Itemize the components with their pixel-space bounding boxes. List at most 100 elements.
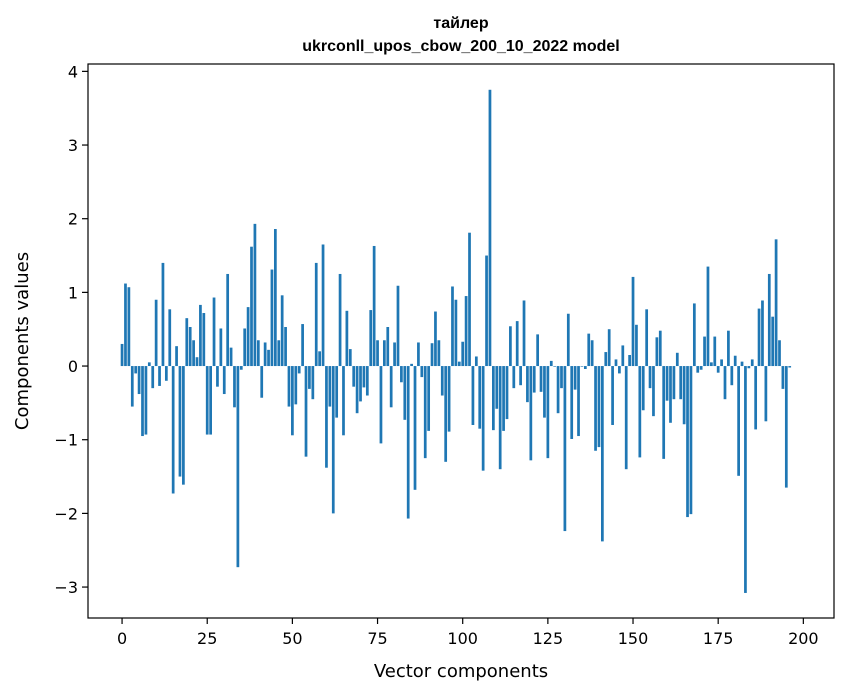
bar-189 — [764, 366, 768, 422]
bar-173 — [710, 362, 713, 367]
chart-title-line1: тайлер — [433, 15, 488, 32]
bar-146 — [618, 366, 621, 374]
bar-5 — [137, 366, 141, 395]
bar-21 — [192, 340, 195, 367]
bar-192 — [774, 239, 778, 367]
bar-153 — [641, 366, 645, 411]
bar-117 — [519, 366, 522, 386]
bar-10 — [154, 299, 158, 367]
bar-154 — [645, 309, 649, 367]
bar-140 — [597, 366, 601, 448]
bar-67 — [348, 349, 352, 367]
bar-31 — [226, 273, 230, 367]
bar-55 — [308, 366, 311, 389]
bar-135 — [580, 366, 584, 367]
bar-49 — [287, 366, 291, 407]
bar-33 — [233, 366, 236, 408]
bar-85 — [410, 363, 413, 367]
bar-51 — [294, 366, 298, 405]
bar-57 — [314, 262, 318, 367]
bar-106 — [481, 366, 485, 471]
bar-59 — [321, 244, 325, 367]
bar-162 — [672, 366, 676, 400]
bar-113 — [505, 366, 509, 420]
bar-76 — [379, 366, 383, 444]
bar-114 — [509, 326, 512, 367]
bar-151 — [635, 324, 638, 367]
bar-16 — [175, 346, 178, 367]
bar-193 — [778, 340, 781, 367]
x-axis-label: Vector components — [374, 661, 548, 682]
bar-28 — [216, 366, 219, 387]
bar-102 — [468, 232, 471, 367]
bar-169 — [696, 366, 700, 373]
bar-87 — [417, 342, 420, 367]
bar-191 — [771, 316, 775, 367]
x-tick-label: 125 — [533, 629, 564, 648]
bar-164 — [679, 366, 683, 400]
bar-96 — [447, 366, 451, 432]
bar-66 — [345, 310, 349, 367]
bar-120 — [529, 366, 533, 461]
y-tick-label: 0 — [68, 357, 78, 376]
bar-186 — [754, 366, 758, 430]
bar-19 — [185, 318, 189, 367]
bar-46 — [277, 340, 281, 367]
bar-25 — [205, 366, 209, 435]
x-tick-label: 150 — [618, 629, 649, 648]
bar-14 — [168, 309, 172, 367]
bar-45 — [273, 229, 277, 367]
y-tick-label: −1 — [54, 431, 78, 450]
bar-44 — [270, 269, 274, 367]
bar-139 — [594, 366, 597, 451]
bar-142 — [604, 352, 608, 367]
bar-8 — [147, 362, 151, 367]
bar-88 — [420, 366, 424, 378]
bar-161 — [669, 366, 672, 423]
bar-39 — [253, 223, 257, 367]
bar-172 — [706, 266, 710, 367]
bar-86 — [413, 366, 417, 490]
x-axis-ticks: 0 25 50 75 100 125 150 175 200 — [117, 618, 819, 648]
chart-title-line2: ukrconll_upos_cbow_200_10_2022 model — [302, 38, 619, 55]
bar-75 — [376, 340, 379, 367]
bar-138 — [590, 340, 594, 367]
x-tick-label: 0 — [117, 629, 127, 648]
bar-185 — [750, 359, 754, 367]
y-tick-label: 1 — [68, 283, 78, 302]
bar-136 — [583, 366, 587, 369]
bar-177 — [723, 366, 727, 400]
bar-111 — [498, 366, 502, 470]
bar-40 — [256, 340, 260, 367]
bar-148 — [624, 366, 628, 470]
bar-184 — [747, 366, 751, 369]
bar-95 — [444, 366, 448, 462]
bar-53 — [301, 324, 304, 367]
bar-187 — [757, 308, 761, 367]
bar-116 — [515, 321, 519, 367]
bar-79 — [389, 366, 393, 408]
bar-108 — [488, 89, 492, 367]
bar-11 — [158, 366, 161, 386]
bar-18 — [182, 366, 185, 485]
bar-160 — [665, 366, 669, 401]
bar-130 — [563, 366, 567, 532]
bar-157 — [655, 337, 659, 367]
bar-129 — [560, 366, 563, 389]
bar-188 — [761, 300, 764, 367]
plot-frame — [87, 63, 835, 619]
bar-41 — [260, 366, 264, 398]
bar-64 — [338, 273, 342, 367]
bar-133 — [573, 366, 577, 390]
bar-15 — [171, 366, 175, 494]
bar-127 — [553, 366, 557, 367]
bar-54 — [304, 366, 308, 457]
bar-167 — [689, 366, 693, 515]
y-tick-label: 4 — [68, 62, 78, 81]
y-axis-label: Components values — [12, 252, 33, 430]
y-tick-label: 3 — [68, 136, 78, 155]
bar-97 — [451, 286, 454, 367]
bar-145 — [614, 359, 618, 367]
